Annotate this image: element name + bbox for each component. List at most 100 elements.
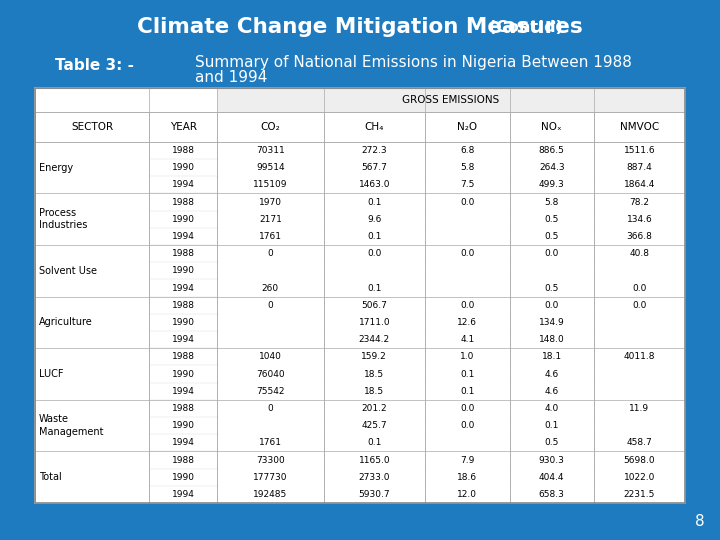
- Text: Process
Industries: Process Industries: [39, 208, 87, 231]
- Text: 0.1: 0.1: [367, 232, 382, 241]
- Text: 8: 8: [696, 515, 705, 530]
- Text: 177730: 177730: [253, 472, 287, 482]
- Bar: [35, 88, 685, 503]
- Text: 1988: 1988: [171, 249, 194, 258]
- Text: 12.6: 12.6: [457, 318, 477, 327]
- Text: 425.7: 425.7: [361, 421, 387, 430]
- Text: 70311: 70311: [256, 146, 284, 155]
- Text: Climate Change Mitigation Measures: Climate Change Mitigation Measures: [137, 17, 583, 37]
- Text: 7.9: 7.9: [460, 456, 474, 464]
- Text: 0.0: 0.0: [544, 301, 559, 310]
- Text: 18.5: 18.5: [364, 387, 384, 396]
- Text: 0: 0: [267, 301, 273, 310]
- Text: 260: 260: [262, 284, 279, 293]
- Text: 1165.0: 1165.0: [359, 456, 390, 464]
- Text: 115109: 115109: [253, 180, 287, 190]
- Text: 1864.4: 1864.4: [624, 180, 655, 190]
- Text: 0.1: 0.1: [460, 369, 474, 379]
- Text: NOₓ: NOₓ: [541, 122, 562, 132]
- Bar: [35, 88, 685, 503]
- Text: GROSS EMISSIONS: GROSS EMISSIONS: [402, 95, 500, 105]
- Text: 1990: 1990: [171, 266, 194, 275]
- Text: N₂O: N₂O: [457, 122, 477, 132]
- Text: and 1994: and 1994: [195, 70, 267, 84]
- Text: 1990: 1990: [171, 215, 194, 224]
- Text: 1994: 1994: [172, 180, 194, 190]
- Text: (Cont’d): (Cont’d): [157, 19, 563, 35]
- Text: 4.6: 4.6: [544, 387, 559, 396]
- Text: 1761: 1761: [258, 438, 282, 447]
- Bar: [217, 88, 685, 112]
- Text: 1511.6: 1511.6: [624, 146, 655, 155]
- Text: 73300: 73300: [256, 456, 284, 464]
- Text: 5.8: 5.8: [544, 198, 559, 206]
- Text: 1988: 1988: [171, 404, 194, 413]
- Text: Total: Total: [39, 472, 62, 482]
- Text: 12.0: 12.0: [457, 490, 477, 499]
- Text: 2171: 2171: [259, 215, 282, 224]
- Text: 11.9: 11.9: [629, 404, 649, 413]
- Text: 1990: 1990: [171, 318, 194, 327]
- Text: 7.5: 7.5: [460, 180, 474, 190]
- Text: 134.6: 134.6: [626, 215, 652, 224]
- Text: 9.6: 9.6: [367, 215, 382, 224]
- Text: 1970: 1970: [258, 198, 282, 206]
- Text: 18.5: 18.5: [364, 369, 384, 379]
- Text: 2344.2: 2344.2: [359, 335, 390, 344]
- Text: Solvent Use: Solvent Use: [39, 266, 97, 276]
- Text: 0: 0: [267, 404, 273, 413]
- Text: 0.1: 0.1: [367, 284, 382, 293]
- Text: 18.1: 18.1: [541, 352, 562, 361]
- Text: 1988: 1988: [171, 146, 194, 155]
- Text: 0: 0: [267, 249, 273, 258]
- Text: 930.3: 930.3: [539, 456, 564, 464]
- Text: YEAR: YEAR: [170, 122, 197, 132]
- Text: 1994: 1994: [172, 335, 194, 344]
- Text: 1988: 1988: [171, 456, 194, 464]
- Text: 1990: 1990: [171, 369, 194, 379]
- Text: 75542: 75542: [256, 387, 284, 396]
- Text: 1990: 1990: [171, 163, 194, 172]
- Text: 264.3: 264.3: [539, 163, 564, 172]
- Text: 159.2: 159.2: [361, 352, 387, 361]
- Text: 1990: 1990: [171, 472, 194, 482]
- Text: 201.2: 201.2: [361, 404, 387, 413]
- Text: 0.0: 0.0: [460, 301, 474, 310]
- Text: 886.5: 886.5: [539, 146, 564, 155]
- Text: 1988: 1988: [171, 198, 194, 206]
- Text: 0.5: 0.5: [544, 284, 559, 293]
- Text: 76040: 76040: [256, 369, 284, 379]
- Text: 887.4: 887.4: [626, 163, 652, 172]
- Text: 5930.7: 5930.7: [359, 490, 390, 499]
- Text: 99514: 99514: [256, 163, 284, 172]
- Text: Agriculture: Agriculture: [39, 318, 93, 327]
- Text: 2231.5: 2231.5: [624, 490, 655, 499]
- Text: 40.8: 40.8: [629, 249, 649, 258]
- Text: 1994: 1994: [172, 232, 194, 241]
- Text: 366.8: 366.8: [626, 232, 652, 241]
- Text: 1022.0: 1022.0: [624, 472, 655, 482]
- Text: 506.7: 506.7: [361, 301, 387, 310]
- Text: 134.9: 134.9: [539, 318, 564, 327]
- Text: 0.0: 0.0: [544, 249, 559, 258]
- Text: 0.0: 0.0: [460, 404, 474, 413]
- Text: 1994: 1994: [172, 490, 194, 499]
- Text: 2733.0: 2733.0: [359, 472, 390, 482]
- Text: 148.0: 148.0: [539, 335, 564, 344]
- Text: 5.8: 5.8: [460, 163, 474, 172]
- Text: 1463.0: 1463.0: [359, 180, 390, 190]
- Text: NMVOC: NMVOC: [620, 122, 659, 132]
- Text: 0.5: 0.5: [544, 215, 559, 224]
- Text: 567.7: 567.7: [361, 163, 387, 172]
- Text: 0.0: 0.0: [367, 249, 382, 258]
- Text: 6.8: 6.8: [460, 146, 474, 155]
- Text: 0.0: 0.0: [632, 301, 647, 310]
- Text: 1711.0: 1711.0: [359, 318, 390, 327]
- Text: 4011.8: 4011.8: [624, 352, 655, 361]
- Text: SECTOR: SECTOR: [71, 122, 113, 132]
- Text: 1988: 1988: [171, 352, 194, 361]
- Text: 0.1: 0.1: [367, 198, 382, 206]
- Text: 0.0: 0.0: [460, 421, 474, 430]
- Text: 499.3: 499.3: [539, 180, 564, 190]
- Text: 1994: 1994: [172, 284, 194, 293]
